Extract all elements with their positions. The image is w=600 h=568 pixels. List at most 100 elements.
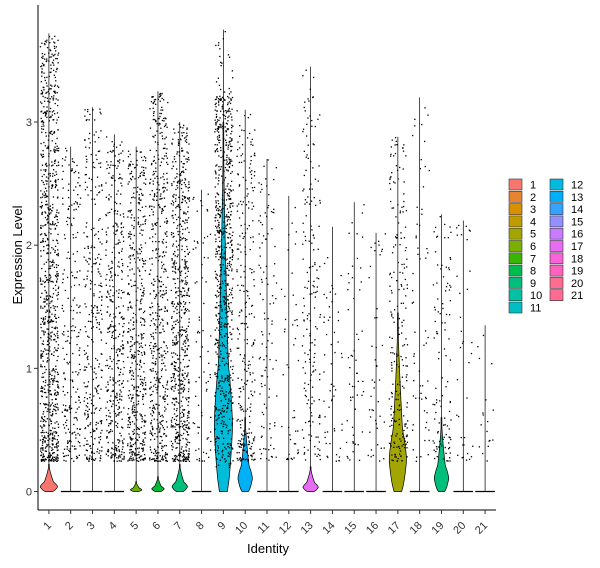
data-point [154,361,157,363]
data-point [106,274,108,276]
data-point [49,386,51,388]
data-point [53,262,55,264]
data-point [230,202,232,205]
data-point [243,129,245,132]
data-point [173,158,176,160]
data-point [90,447,92,450]
data-point [225,139,227,141]
data-point [244,355,246,358]
data-point [217,418,219,420]
data-point [183,409,185,411]
data-point [115,382,117,384]
data-point [50,353,53,356]
data-point [173,310,175,313]
data-point [219,321,221,323]
data-point [132,430,134,433]
data-point [156,436,158,438]
data-point [52,432,54,434]
violin-shape [237,417,253,492]
data-point [117,265,119,267]
data-point [164,410,166,412]
data-point [219,275,221,277]
data-point [142,393,144,396]
data-point [137,400,140,402]
data-point [143,166,145,169]
data-point [165,241,167,243]
data-point [305,169,307,171]
data-point [50,276,52,278]
data-point [172,397,174,400]
data-point [219,283,221,286]
data-point [62,404,65,406]
data-point [44,300,46,303]
data-point [54,162,56,164]
data-point [41,156,43,158]
data-point [152,390,154,393]
data-point [303,305,305,307]
data-point [73,217,75,219]
data-point [113,313,115,315]
data-point [227,128,229,130]
data-point [114,412,117,415]
data-point [134,443,136,445]
data-point [91,281,93,283]
data-point [214,170,216,172]
data-point [49,346,51,348]
data-point [57,457,59,459]
data-point [178,374,181,376]
data-point [247,444,249,446]
data-point [286,457,289,460]
data-point [44,270,47,273]
data-point [122,160,124,162]
data-point [49,131,52,133]
data-point [178,453,180,455]
data-point [46,410,48,413]
data-point [259,293,261,295]
data-point [50,67,52,70]
data-point [218,382,220,384]
data-point [166,460,168,462]
data-point [105,386,107,388]
data-point [156,275,158,277]
data-point [42,449,44,451]
data-point [46,47,49,49]
data-point [161,414,163,416]
data-point [86,236,89,238]
data-point [105,342,107,344]
data-point [163,190,165,192]
data-point [220,283,222,285]
data-point [56,173,58,175]
data-point [70,286,72,288]
data-point [231,270,233,272]
data-point [56,294,58,297]
data-point [218,417,220,419]
data-point [161,420,163,422]
data-point [227,295,229,297]
data-point [243,382,246,384]
data-point [47,222,49,224]
data-point [319,454,321,457]
data-point [134,197,136,199]
data-point [132,375,134,377]
data-point [133,249,136,251]
data-point [54,181,57,183]
data-point [294,206,296,209]
data-point [226,311,228,313]
data-point [155,296,157,298]
data-point [128,293,130,296]
data-point [55,122,58,124]
data-point [184,262,186,264]
data-point [177,384,180,387]
data-point [209,376,211,379]
data-point [188,441,191,444]
data-point [111,151,113,153]
data-point [215,248,217,250]
data-point [198,332,201,334]
data-point [175,428,177,431]
data-point [133,192,135,194]
data-point [179,265,181,267]
data-point [220,393,222,395]
data-point [176,354,178,356]
data-point [93,295,95,297]
data-point [248,441,251,443]
